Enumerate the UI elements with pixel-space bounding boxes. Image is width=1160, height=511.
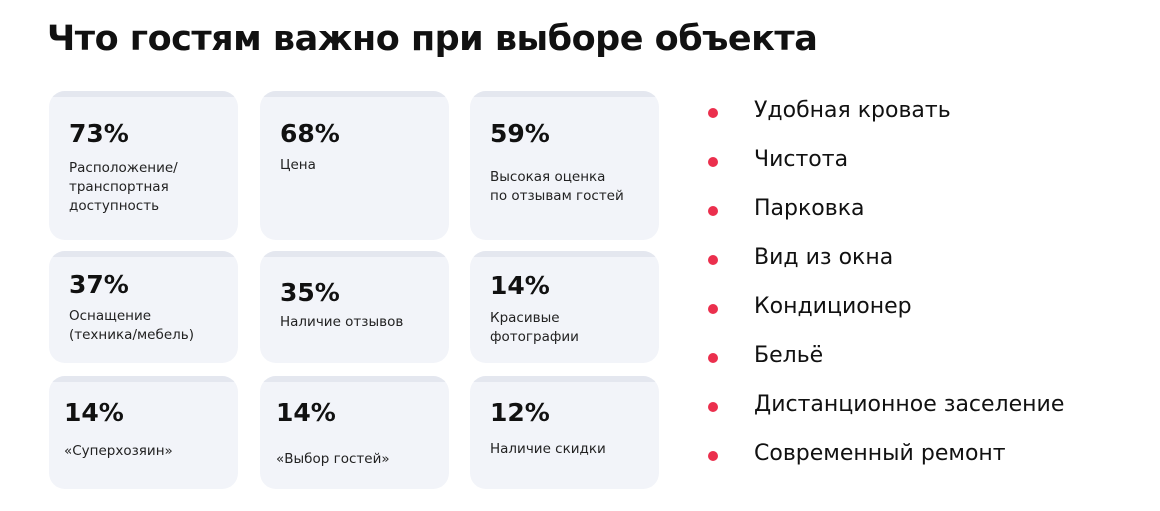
stat-card-discount: 12% Наличие скидки: [470, 376, 659, 489]
stat-card-price: 68% Цена: [260, 91, 449, 240]
list-item-label: Кондиционер: [754, 294, 912, 319]
stat-percent: 14%: [276, 398, 336, 427]
stat-card-rating: 59% Высокая оценка по отзывам гостей: [470, 91, 659, 240]
stat-card-reviews: 35% Наличие отзывов: [260, 251, 449, 363]
stat-label: Расположение/ транспортная доступность: [69, 160, 178, 214]
stat-card-superhost: 14% «Суперхозяин»: [49, 376, 238, 489]
bullet-dot-icon: [708, 304, 718, 314]
stat-card-guests-choice: 14% «Выбор гостей»: [260, 376, 449, 489]
stat-percent: 14%: [490, 271, 550, 300]
list-item-label: Чистота: [754, 147, 849, 172]
bullet-dot-icon: [708, 255, 718, 265]
stat-label: Цена: [280, 157, 316, 173]
stat-label: Красивые фотографии: [490, 310, 579, 345]
bullet-dot-icon: [708, 353, 718, 363]
stat-label: Наличие отзывов: [280, 314, 404, 330]
list-item-label: Парковка: [754, 196, 865, 221]
page-title: Что гостям важно при выборе объекта: [47, 19, 818, 59]
stat-label: Высокая оценка по отзывам гостей: [490, 169, 624, 204]
stat-label: «Выбор гостей»: [276, 451, 390, 467]
bullet-dot-icon: [708, 157, 718, 167]
list-item-label: Дистанционное заселение: [754, 392, 1065, 417]
list-item-label: Современный ремонт: [754, 441, 1006, 466]
stat-percent: 37%: [69, 270, 129, 299]
stat-card-location: 73% Расположение/ транспортная доступнос…: [49, 91, 238, 240]
list-item-label: Удобная кровать: [754, 98, 951, 123]
bullet-dot-icon: [708, 451, 718, 461]
stat-percent: 14%: [64, 398, 124, 427]
stat-percent: 68%: [280, 119, 340, 148]
list-item-label: Вид из окна: [754, 245, 894, 270]
stat-label: «Суперхозяин»: [64, 443, 173, 459]
stat-percent: 73%: [69, 119, 129, 148]
stat-card-photos: 14% Красивые фотографии: [470, 251, 659, 363]
stat-percent: 35%: [280, 278, 340, 307]
list-item-label: Бельё: [754, 343, 824, 368]
bullet-dot-icon: [708, 402, 718, 412]
bullet-dot-icon: [708, 108, 718, 118]
stat-label: Наличие скидки: [490, 441, 606, 457]
bullet-dot-icon: [708, 206, 718, 216]
stat-percent: 59%: [490, 119, 550, 148]
stat-label: Оснащение (техника/мебель): [69, 308, 194, 343]
stat-card-equipment: 37% Оснащение (техника/мебель): [49, 251, 238, 363]
stat-percent: 12%: [490, 398, 550, 427]
